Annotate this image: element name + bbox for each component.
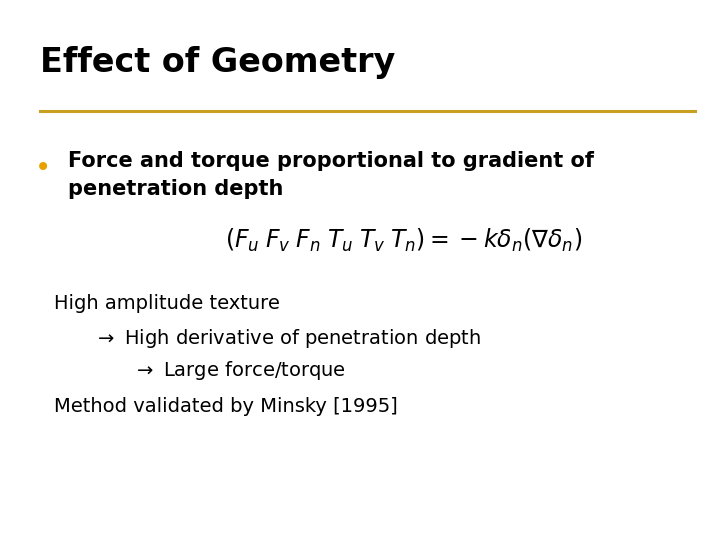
Text: •: • <box>35 154 51 182</box>
Text: $\rightarrow$ High derivative of penetration depth: $\rightarrow$ High derivative of penetra… <box>94 327 481 350</box>
Text: Effect of Geometry: Effect of Geometry <box>40 46 395 79</box>
Text: $\rightarrow$ Large force/torque: $\rightarrow$ Large force/torque <box>133 359 346 382</box>
Text: Force and torque proportional to gradient of: Force and torque proportional to gradien… <box>68 151 595 171</box>
Text: $\left(F_u\;F_v\;F_n\;T_u\;T_v\;T_n\right)=-k\delta_n\left(\nabla\delta_n\right): $\left(F_u\;F_v\;F_n\;T_u\;T_v\;T_n\righ… <box>225 227 582 254</box>
Text: High amplitude texture: High amplitude texture <box>54 294 280 313</box>
Text: Method validated by Minsky [1995]: Method validated by Minsky [1995] <box>54 397 397 416</box>
Text: penetration depth: penetration depth <box>68 179 284 199</box>
